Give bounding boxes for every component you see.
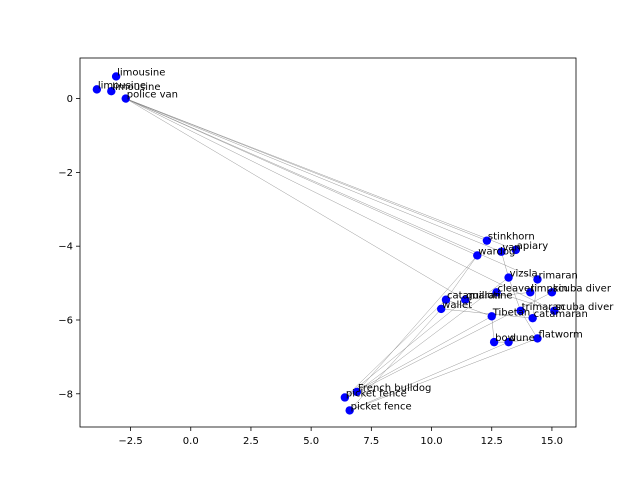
edge-line-0 xyxy=(125,98,488,241)
point-label-10: cleaver xyxy=(498,283,536,294)
edge-line-14 xyxy=(349,338,538,411)
data-point-17 xyxy=(550,306,559,315)
data-point-13 xyxy=(441,295,451,304)
point-label-2: limousine xyxy=(112,82,160,93)
edge-line-21 xyxy=(520,310,538,339)
data-point-20 xyxy=(533,334,542,343)
data-point-7 xyxy=(511,245,521,255)
point-label-15: wallet xyxy=(442,300,472,311)
point-label-0: limousine xyxy=(117,67,165,78)
point-label-11: scuba diver xyxy=(553,283,612,294)
data-point-14 xyxy=(461,295,470,304)
x-tick-label-3: 5.0 xyxy=(303,436,319,447)
data-point-5 xyxy=(473,251,482,260)
data-point-4 xyxy=(482,236,492,245)
point-label-6: van xyxy=(502,243,520,254)
data-point-8 xyxy=(504,273,513,282)
edges-layer xyxy=(125,98,555,411)
data-point-25 xyxy=(345,406,354,415)
y-tick-label-0: 0 xyxy=(67,94,73,105)
point-label-25: picket fence xyxy=(351,401,412,412)
point-label-24: picket fence xyxy=(346,388,407,399)
y-axis: 0 −2 −4 −6 −8 xyxy=(58,94,80,400)
point-label-7: apiary xyxy=(517,241,548,252)
edge-line-8 xyxy=(356,277,509,393)
edge-line-13 xyxy=(349,308,442,411)
edge-line-26 xyxy=(501,251,509,278)
point-label-17: scuba diver xyxy=(555,302,614,313)
data-point-12 xyxy=(526,288,535,297)
plot-frame xyxy=(79,57,577,428)
point-label-13: catamaran xyxy=(447,291,501,302)
edge-line-15 xyxy=(349,341,509,411)
points-layer xyxy=(92,72,559,415)
data-point-3 xyxy=(121,94,130,103)
data-point-1 xyxy=(92,85,102,94)
x-tick-label-0: −2.5 xyxy=(118,436,142,447)
x-tick-label-2: 2.5 xyxy=(243,436,259,447)
edge-line-17 xyxy=(445,299,492,317)
edge-line-12 xyxy=(344,316,492,398)
edge-line-2 xyxy=(125,98,502,252)
point-label-18: catamaran xyxy=(534,309,588,320)
x-tick-label-6: 12.5 xyxy=(481,436,503,447)
edge-line-22 xyxy=(508,338,538,343)
point-label-3: police van xyxy=(127,90,178,101)
data-point-23 xyxy=(352,387,362,397)
data-point-19 xyxy=(487,312,496,321)
edge-line-1 xyxy=(125,98,478,256)
edge-line-7 xyxy=(356,255,478,393)
edge-line-20 xyxy=(508,277,521,311)
x-tick-label-1: 0.0 xyxy=(183,436,199,447)
edge-line-11 xyxy=(344,299,466,398)
point-label-12: limpkin xyxy=(531,283,568,294)
edge-line-10 xyxy=(344,299,447,398)
data-point-15 xyxy=(436,304,446,314)
data-point-2 xyxy=(107,87,116,96)
x-axis: −2.5 0.0 2.5 5.0 7.5 10.0 12.5 15.0 xyxy=(118,427,563,447)
data-point-22 xyxy=(504,337,513,347)
edge-line-6 xyxy=(125,98,555,311)
point-label-23: French bulldog xyxy=(358,383,431,394)
x-tick-label-7: 15.0 xyxy=(541,436,563,447)
edge-line-5 xyxy=(125,98,466,300)
edge-line-16 xyxy=(445,255,478,300)
point-label-14: guillotine xyxy=(466,291,512,302)
y-tick-label-4: −8 xyxy=(58,389,73,400)
point-label-20: flatworm xyxy=(538,329,582,340)
point-label-8: vizsla xyxy=(510,269,538,280)
y-tick-label-3: −6 xyxy=(58,315,73,326)
point-label-22: dune xyxy=(510,333,535,344)
point-label-21: bow xyxy=(495,333,516,344)
edge-line-27 xyxy=(532,279,538,319)
edge-line-4 xyxy=(125,98,538,280)
data-point-21 xyxy=(489,337,499,347)
data-point-6 xyxy=(497,247,506,256)
data-point-11 xyxy=(547,288,557,297)
point-label-19: Tibetan xyxy=(492,307,530,318)
edge-line-18 xyxy=(491,316,495,343)
data-point-0 xyxy=(111,72,121,81)
y-tick-label-1: −2 xyxy=(58,168,73,179)
point-label-1: limousine xyxy=(98,80,146,91)
data-point-9 xyxy=(533,275,542,284)
data-point-16 xyxy=(516,306,525,315)
x-tick-label-5: 10.0 xyxy=(420,436,442,447)
point-label-5: wardog xyxy=(478,246,515,257)
edge-line-25 xyxy=(496,292,555,312)
point-label-9: rimaran xyxy=(538,270,577,281)
y-tick-label-2: −4 xyxy=(58,242,73,253)
data-point-24 xyxy=(340,393,350,402)
x-tick-label-4: 7.5 xyxy=(363,436,379,447)
data-point-10 xyxy=(492,288,501,297)
point-label-16: trimaran xyxy=(522,302,565,313)
data-point-18 xyxy=(528,313,537,323)
edge-line-3 xyxy=(125,98,516,251)
edge-line-24 xyxy=(441,308,533,319)
point-label-4: stinkhorn xyxy=(488,232,535,243)
